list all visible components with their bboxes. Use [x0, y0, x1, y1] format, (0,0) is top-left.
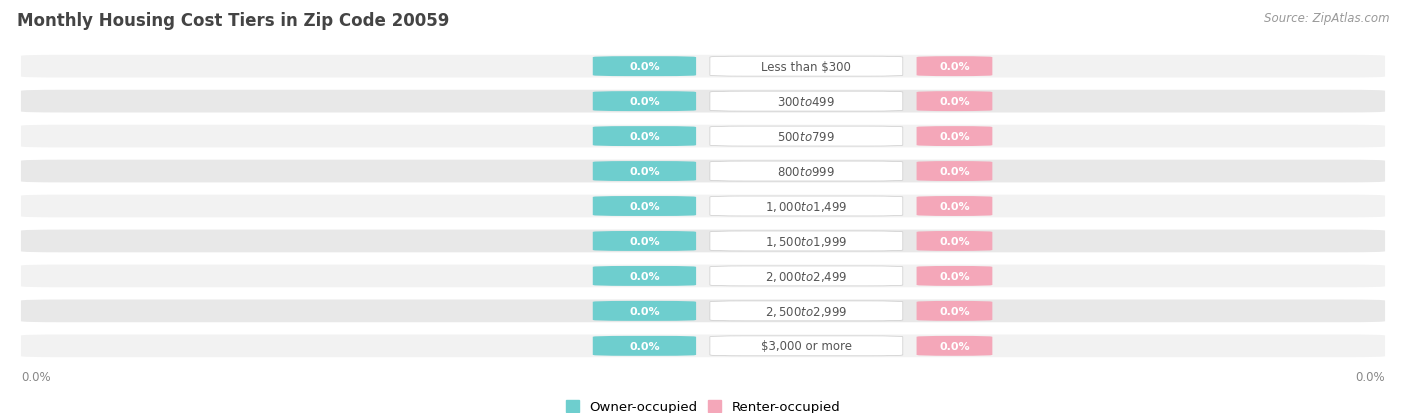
- Legend: Owner-occupied, Renter-occupied: Owner-occupied, Renter-occupied: [565, 400, 841, 413]
- Text: $2,000 to $2,499: $2,000 to $2,499: [765, 269, 848, 283]
- Text: 0.0%: 0.0%: [939, 306, 970, 316]
- Text: 0.0%: 0.0%: [939, 271, 970, 281]
- FancyBboxPatch shape: [917, 161, 993, 182]
- Text: Monthly Housing Cost Tiers in Zip Code 20059: Monthly Housing Cost Tiers in Zip Code 2…: [17, 12, 450, 30]
- FancyBboxPatch shape: [593, 127, 696, 147]
- Text: 0.0%: 0.0%: [939, 341, 970, 351]
- Text: 0.0%: 0.0%: [628, 132, 659, 142]
- Text: Less than $300: Less than $300: [762, 61, 851, 74]
- FancyBboxPatch shape: [917, 127, 993, 147]
- FancyBboxPatch shape: [710, 92, 903, 112]
- Text: Source: ZipAtlas.com: Source: ZipAtlas.com: [1264, 12, 1389, 25]
- FancyBboxPatch shape: [593, 266, 696, 286]
- Text: 0.0%: 0.0%: [1355, 370, 1385, 383]
- Text: 0.0%: 0.0%: [628, 166, 659, 177]
- Text: 0.0%: 0.0%: [628, 202, 659, 211]
- Text: 0.0%: 0.0%: [628, 62, 659, 72]
- FancyBboxPatch shape: [593, 57, 696, 77]
- FancyBboxPatch shape: [917, 336, 993, 356]
- FancyBboxPatch shape: [710, 161, 903, 182]
- Text: 0.0%: 0.0%: [628, 271, 659, 281]
- FancyBboxPatch shape: [21, 335, 1385, 357]
- FancyBboxPatch shape: [593, 301, 696, 321]
- FancyBboxPatch shape: [593, 197, 696, 216]
- FancyBboxPatch shape: [21, 230, 1385, 253]
- Text: 0.0%: 0.0%: [939, 166, 970, 177]
- Text: 0.0%: 0.0%: [939, 97, 970, 107]
- Text: $3,000 or more: $3,000 or more: [761, 339, 852, 352]
- FancyBboxPatch shape: [710, 197, 903, 216]
- Text: 0.0%: 0.0%: [939, 236, 970, 247]
- FancyBboxPatch shape: [593, 231, 696, 252]
- FancyBboxPatch shape: [917, 197, 993, 216]
- FancyBboxPatch shape: [917, 57, 993, 77]
- Text: $2,500 to $2,999: $2,500 to $2,999: [765, 304, 848, 318]
- Text: 0.0%: 0.0%: [628, 236, 659, 247]
- Text: $500 to $799: $500 to $799: [778, 130, 835, 143]
- FancyBboxPatch shape: [917, 92, 993, 112]
- FancyBboxPatch shape: [710, 336, 903, 356]
- FancyBboxPatch shape: [21, 126, 1385, 148]
- FancyBboxPatch shape: [21, 56, 1385, 78]
- FancyBboxPatch shape: [593, 161, 696, 182]
- FancyBboxPatch shape: [917, 231, 993, 252]
- FancyBboxPatch shape: [593, 92, 696, 112]
- Text: 0.0%: 0.0%: [628, 341, 659, 351]
- FancyBboxPatch shape: [21, 160, 1385, 183]
- FancyBboxPatch shape: [21, 195, 1385, 218]
- FancyBboxPatch shape: [710, 301, 903, 321]
- FancyBboxPatch shape: [21, 90, 1385, 113]
- FancyBboxPatch shape: [917, 266, 993, 286]
- Text: $800 to $999: $800 to $999: [778, 165, 835, 178]
- Text: 0.0%: 0.0%: [939, 62, 970, 72]
- Text: $1,500 to $1,999: $1,500 to $1,999: [765, 235, 848, 248]
- Text: $1,000 to $1,499: $1,000 to $1,499: [765, 199, 848, 214]
- FancyBboxPatch shape: [21, 265, 1385, 287]
- Text: 0.0%: 0.0%: [939, 132, 970, 142]
- FancyBboxPatch shape: [710, 266, 903, 286]
- FancyBboxPatch shape: [593, 336, 696, 356]
- Text: 0.0%: 0.0%: [21, 370, 51, 383]
- FancyBboxPatch shape: [710, 231, 903, 252]
- FancyBboxPatch shape: [21, 300, 1385, 323]
- Text: 0.0%: 0.0%: [628, 97, 659, 107]
- FancyBboxPatch shape: [710, 127, 903, 147]
- Text: 0.0%: 0.0%: [628, 306, 659, 316]
- FancyBboxPatch shape: [917, 301, 993, 321]
- FancyBboxPatch shape: [710, 57, 903, 77]
- Text: $300 to $499: $300 to $499: [778, 95, 835, 108]
- Text: 0.0%: 0.0%: [939, 202, 970, 211]
